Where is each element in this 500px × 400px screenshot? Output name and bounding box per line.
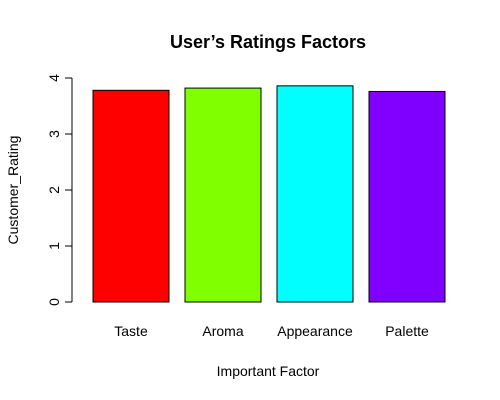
y-tick-label: 1 bbox=[46, 242, 62, 250]
bar-appearance bbox=[276, 85, 354, 303]
bar-taste bbox=[92, 89, 170, 303]
bar-palette bbox=[368, 90, 446, 303]
category-labels: Taste Aroma Appearance Palette bbox=[114, 323, 429, 339]
chart-title: User’s Ratings Factors bbox=[170, 32, 366, 52]
bars-group bbox=[92, 85, 446, 303]
y-tick-label: 0 bbox=[46, 298, 62, 306]
category-label-palette: Palette bbox=[385, 323, 429, 339]
y-tick-label: 3 bbox=[46, 130, 62, 138]
x-axis-label: Important Factor bbox=[217, 363, 320, 379]
y-tick-label: 4 bbox=[46, 74, 62, 82]
category-label-aroma: Aroma bbox=[202, 323, 243, 339]
y-axis-label: Customer_Rating bbox=[5, 136, 21, 245]
y-tick-label: 2 bbox=[46, 186, 62, 194]
y-axis: 0 1 2 3 4 bbox=[46, 74, 73, 306]
category-label-taste: Taste bbox=[114, 323, 148, 339]
category-label-appearance: Appearance bbox=[277, 323, 353, 339]
bar-aroma bbox=[184, 87, 262, 303]
